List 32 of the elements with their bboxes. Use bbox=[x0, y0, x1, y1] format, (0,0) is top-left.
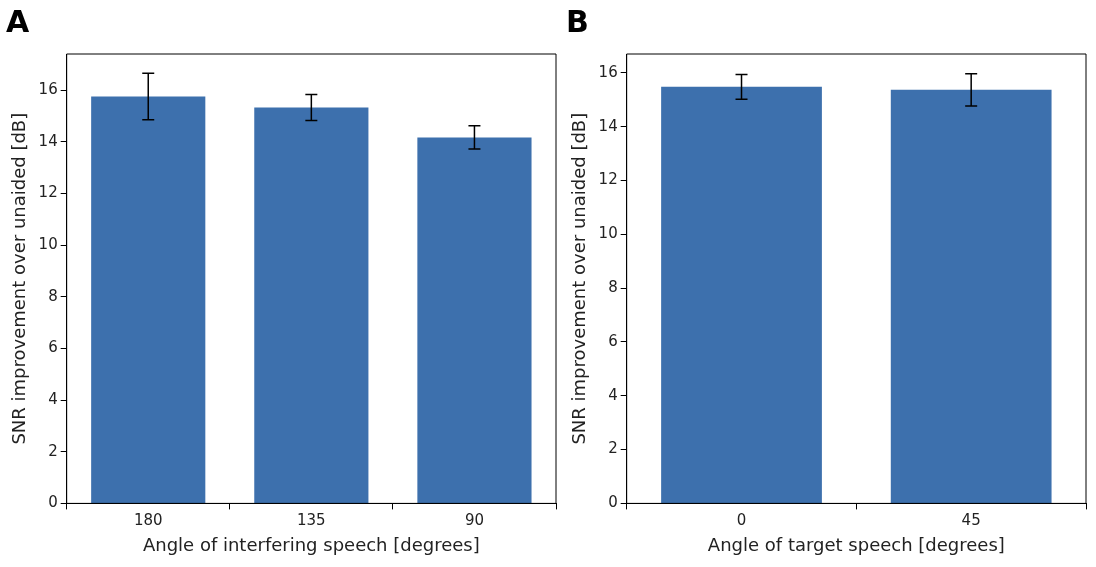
y-tick-label: 16 bbox=[38, 80, 58, 99]
y-tick-label: 14 bbox=[38, 131, 58, 150]
y-tick-label: 6 bbox=[48, 338, 58, 357]
x-tick-label: 180 bbox=[133, 511, 163, 530]
y-tick-label: 8 bbox=[48, 286, 58, 305]
bar bbox=[254, 107, 369, 503]
y-tick-label: 14 bbox=[598, 116, 618, 135]
y-tick-label: 2 bbox=[48, 441, 58, 460]
y-tick-label: 16 bbox=[598, 62, 618, 81]
chart-title: A bbox=[6, 3, 30, 39]
y-tick-label: 12 bbox=[38, 183, 58, 202]
x-axis-title: Angle of target speech [degrees] bbox=[707, 533, 1005, 555]
y-tick-label: 12 bbox=[598, 170, 618, 189]
x-tick-label: 45 bbox=[961, 511, 981, 530]
y-axis-title: SNR improvement over unaided [dB] bbox=[8, 112, 30, 445]
y-tick-label: 8 bbox=[608, 278, 618, 297]
x-axis-title: Angle of interfering speech [degrees] bbox=[142, 533, 480, 555]
y-tick-label: 10 bbox=[598, 224, 618, 243]
x-tick-label: 90 bbox=[464, 511, 484, 530]
y-tick-label: 4 bbox=[48, 389, 58, 408]
y-tick-label: 10 bbox=[38, 235, 58, 254]
bar bbox=[417, 137, 532, 503]
x-tick-label: 0 bbox=[736, 511, 747, 530]
y-axis-title: SNR improvement over unaided [dB] bbox=[568, 112, 590, 445]
bar bbox=[91, 96, 206, 503]
y-tick-label: 2 bbox=[608, 439, 618, 458]
y-tick-label: 0 bbox=[48, 493, 58, 512]
y-tick-label: 6 bbox=[608, 331, 618, 350]
x-tick-label: 135 bbox=[297, 511, 326, 530]
y-tick-label: 4 bbox=[608, 385, 618, 404]
y-tick-label: 0 bbox=[608, 493, 618, 512]
chart-title: B bbox=[566, 3, 589, 39]
